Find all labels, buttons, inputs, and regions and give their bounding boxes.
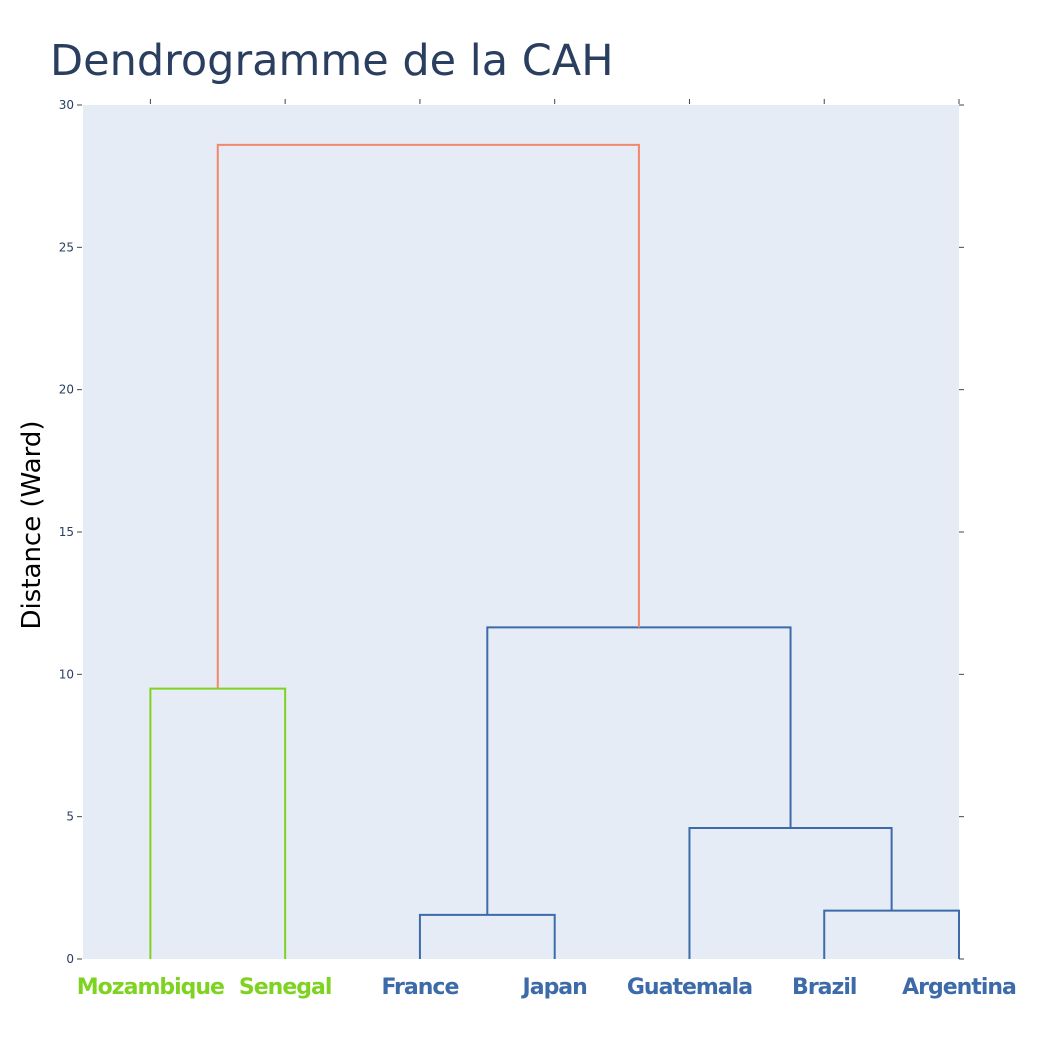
dendrogram-link	[823, 909, 960, 959]
axis-ticks: 0 5 10 15 20 25 30	[59, 98, 964, 966]
leaf-labels: Mozambique Senegal France Japan Guatemala Bra…	[77, 975, 1017, 1000]
dendrogram-link	[149, 687, 287, 959]
y-tick-label: 10	[59, 667, 74, 681]
y-tick-label: 15	[59, 525, 74, 539]
y-tick-label: 30	[59, 98, 74, 112]
y-tick-label: 20	[59, 383, 74, 397]
y-tick-label: 25	[59, 240, 74, 254]
leaf-label: Argentina	[902, 975, 1016, 1000]
leaf-label: Brazil	[792, 975, 856, 1000]
dendrogram-link	[216, 143, 640, 689]
y-axis-label: Distance (Ward)	[17, 421, 47, 630]
leaf-label: Mozambique	[77, 975, 224, 1000]
dendrogram-links	[149, 143, 960, 959]
chart-title: Dendrogramme de la CAH	[50, 36, 614, 86]
leaf-label: Senegal	[239, 975, 331, 1000]
leaf-label: France	[381, 975, 458, 1000]
leaf-label: Japan	[521, 975, 587, 1000]
y-tick-label: 5	[66, 810, 74, 824]
leaf-label: Guatemala	[627, 975, 752, 1000]
plot-area	[83, 105, 959, 959]
dendrogram-link	[418, 913, 556, 959]
y-tick-label: 0	[66, 952, 74, 966]
